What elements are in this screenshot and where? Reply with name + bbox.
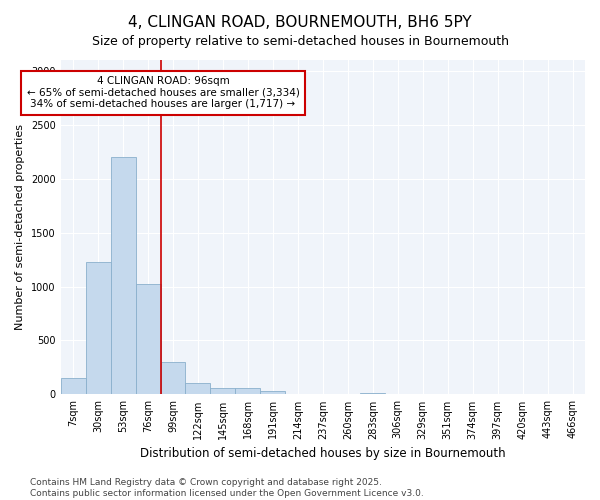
Bar	[61, 378, 86, 394]
Bar	[235, 388, 260, 394]
X-axis label: Distribution of semi-detached houses by size in Bournemouth: Distribution of semi-detached houses by …	[140, 447, 506, 460]
Bar	[360, 393, 385, 394]
Bar	[110, 157, 136, 394]
Y-axis label: Number of semi-detached properties: Number of semi-detached properties	[16, 124, 25, 330]
Bar	[161, 362, 185, 394]
Bar	[211, 388, 235, 394]
Bar	[185, 383, 211, 394]
Text: 4, CLINGAN ROAD, BOURNEMOUTH, BH6 5PY: 4, CLINGAN ROAD, BOURNEMOUTH, BH6 5PY	[128, 15, 472, 30]
Text: Contains HM Land Registry data © Crown copyright and database right 2025.
Contai: Contains HM Land Registry data © Crown c…	[30, 478, 424, 498]
Bar	[136, 284, 161, 395]
Bar	[260, 390, 286, 394]
Text: Size of property relative to semi-detached houses in Bournemouth: Size of property relative to semi-detach…	[91, 35, 509, 48]
Bar	[86, 262, 110, 394]
Text: 4 CLINGAN ROAD: 96sqm
← 65% of semi-detached houses are smaller (3,334)
34% of s: 4 CLINGAN ROAD: 96sqm ← 65% of semi-deta…	[26, 76, 299, 110]
